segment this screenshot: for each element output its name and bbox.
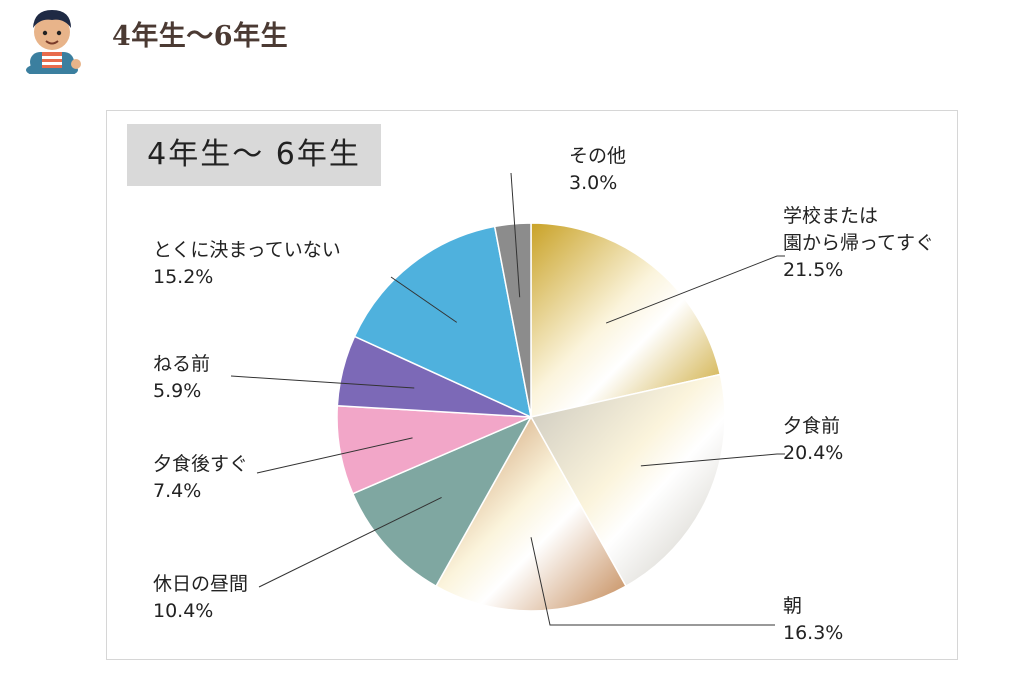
slice-label-name: その他 xyxy=(569,145,627,167)
leader-line xyxy=(640,453,785,467)
leader-line xyxy=(530,537,775,626)
page-title: 4年生〜6年生 xyxy=(112,21,289,52)
pie-slice xyxy=(353,225,533,419)
slice-label-name: とくに決まっていない xyxy=(153,239,341,261)
pie-slice xyxy=(529,373,726,588)
slice-label-value: 21.5% xyxy=(783,259,844,281)
slice-label-value: 20.4% xyxy=(783,442,844,464)
slice-label: 学校または園から帰ってすぐ 21.5% xyxy=(783,203,934,284)
chart-title: 4年生〜 6年生 xyxy=(147,137,361,172)
slice-label-name: 朝 xyxy=(783,595,803,617)
slice-label-value: 7.4% xyxy=(153,480,202,502)
slice-label-value: 10.4% xyxy=(153,600,214,622)
page-header: 4年生〜6年生 xyxy=(0,0,1024,80)
slice-label-name: 夕食後すぐ xyxy=(153,453,249,475)
slice-label-value: 3.0% xyxy=(569,172,618,194)
leader-line xyxy=(230,375,415,389)
slice-label-name: 夕食前 xyxy=(783,415,841,437)
slice-label: ねる前 5.9% xyxy=(153,351,210,405)
slice-label: 夕食後すぐ 7.4% xyxy=(153,451,248,505)
slice-label-name: 休日の昼間 xyxy=(153,573,249,595)
student-avatar-icon xyxy=(26,10,81,74)
pie-slice xyxy=(351,415,533,588)
slice-label: その他 3.0% xyxy=(569,143,626,197)
leader-line xyxy=(390,276,458,323)
leader-line xyxy=(258,497,442,588)
chart-title-box: 4年生〜 6年生 xyxy=(127,124,381,186)
slice-label: 朝 16.3% xyxy=(783,593,843,647)
slice-label-name: 園から帰ってすぐ xyxy=(783,232,935,254)
slice-label: とくに決まっていない 15.2% xyxy=(153,237,341,291)
slice-label-value: 15.2% xyxy=(153,266,214,288)
slice-label-value: 16.3% xyxy=(783,622,844,644)
pie-slice xyxy=(493,222,532,418)
slice-label: 夕食前 20.4% xyxy=(783,413,843,467)
leader-line xyxy=(510,172,521,298)
pie-chart-canvas xyxy=(230,172,785,626)
pie-slice xyxy=(530,222,722,418)
leader-line xyxy=(256,437,413,474)
slice-label-name: ねる前 xyxy=(153,353,211,375)
slice-label-name: 学校または xyxy=(783,205,879,227)
pie-slice xyxy=(435,415,627,612)
slice-label: 休日の昼間 10.4% xyxy=(153,571,248,625)
pie-chart: 4年生〜 6年生 学校または園から帰ってすぐ 21.5% 夕食前 20.4% 朝 16.3… xyxy=(106,110,958,660)
slice-label-value: 5.9% xyxy=(153,380,202,402)
leader-line xyxy=(605,255,785,324)
